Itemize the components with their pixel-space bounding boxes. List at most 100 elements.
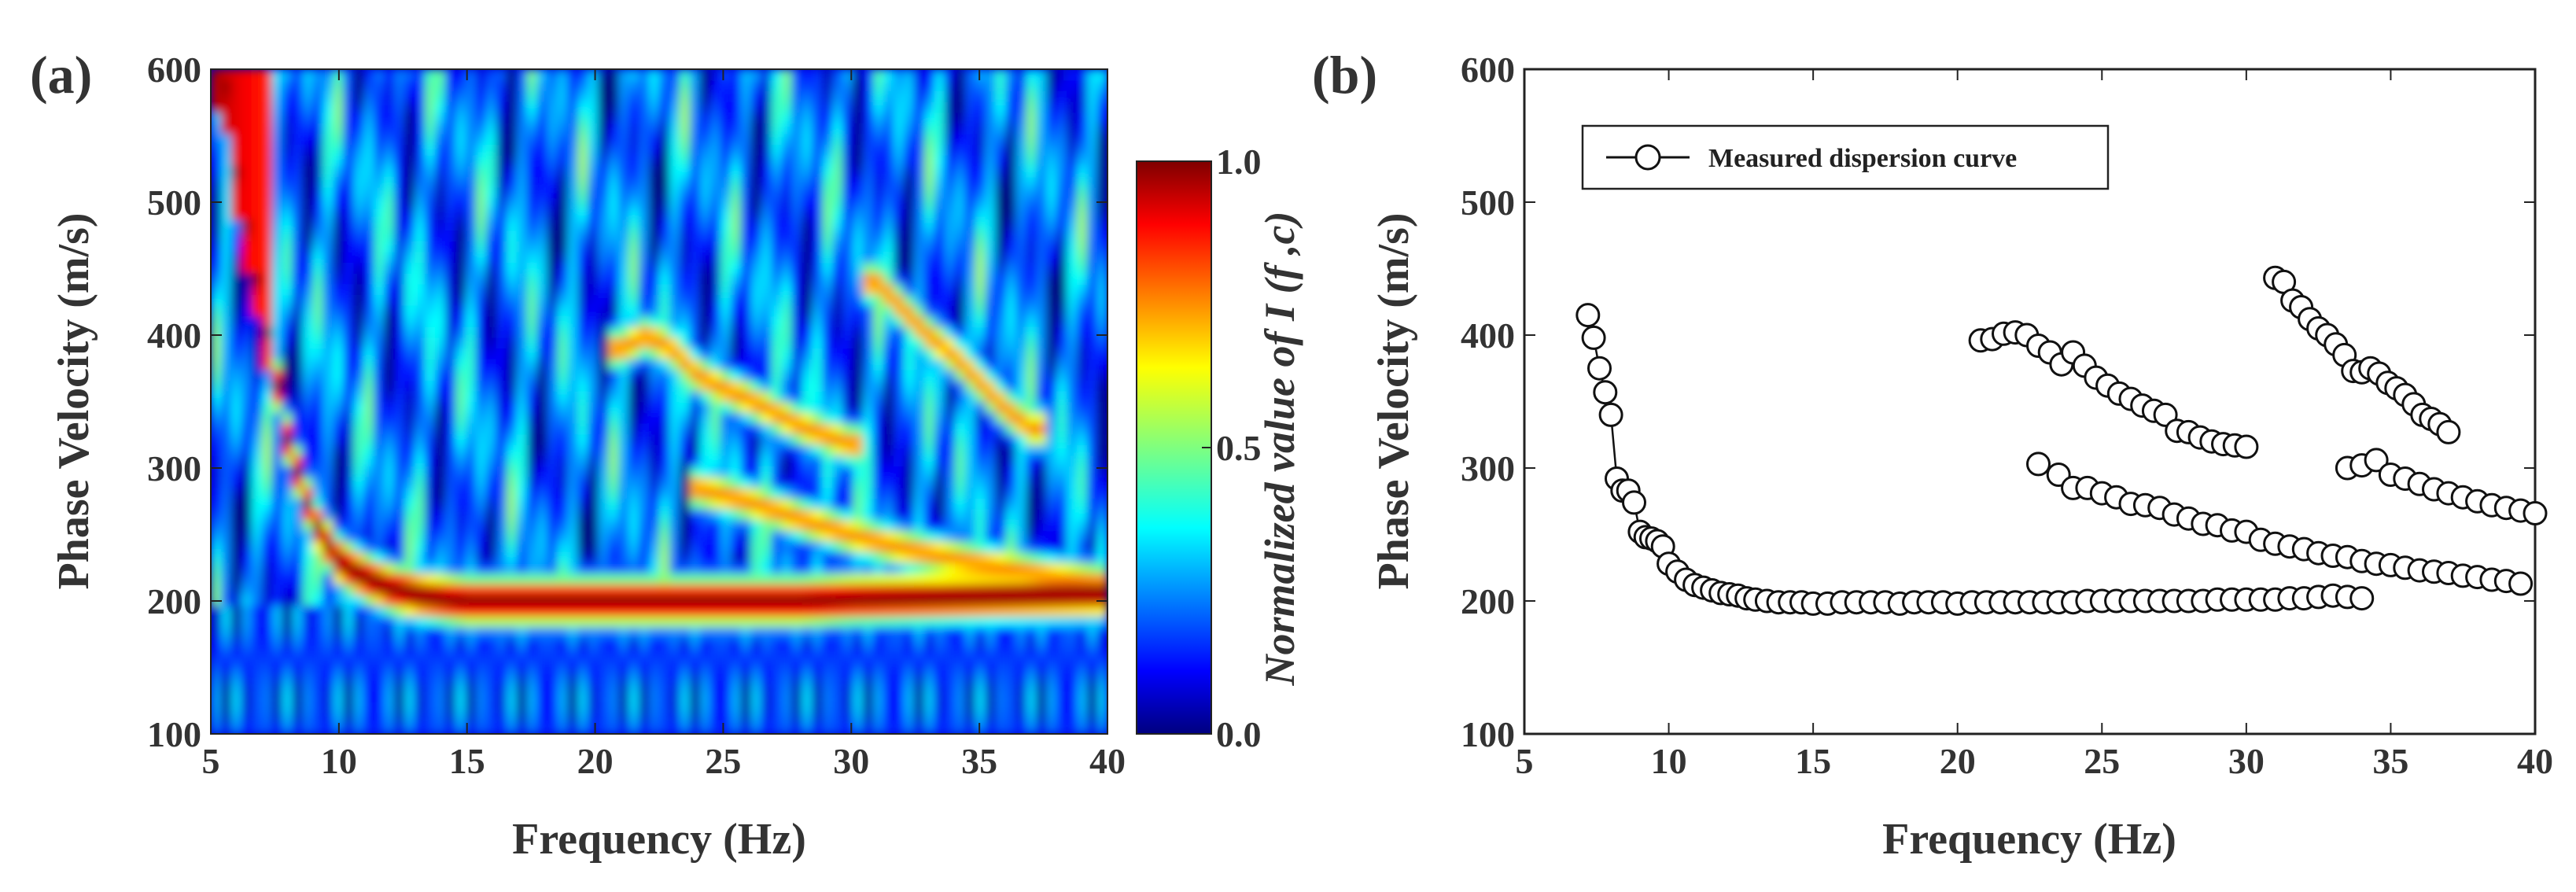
heatmap-cell <box>322 573 334 584</box>
heatmap-cell <box>435 530 446 542</box>
heatmap-cell <box>404 519 415 531</box>
heatmap-cell <box>781 487 793 499</box>
heatmap-cell <box>771 123 783 135</box>
heatmap-cell <box>709 176 721 188</box>
heatmap-cell <box>567 304 579 317</box>
heatmap-cell <box>577 723 589 734</box>
heatmap-cell <box>312 648 324 660</box>
heatmap-cell <box>455 165 466 178</box>
heatmap-cell <box>312 562 324 574</box>
heatmap-cell <box>628 241 639 252</box>
heatmap-cell <box>995 712 1007 724</box>
heatmap-cell <box>598 315 610 327</box>
heatmap-cell <box>750 219 762 231</box>
heatmap-cell <box>873 702 884 713</box>
heatmap-cell <box>618 208 629 220</box>
heatmap-cell <box>934 262 945 274</box>
heatmap-cell <box>230 337 242 349</box>
heatmap-cell <box>802 241 813 252</box>
heatmap-cell <box>261 348 273 359</box>
heatmap-cell <box>853 422 864 435</box>
heatmap-cell <box>241 315 252 327</box>
heatmap-cell <box>761 680 772 692</box>
heatmap-cell <box>822 315 834 327</box>
heatmap-cell <box>271 348 283 359</box>
heatmap-cell <box>985 69 997 81</box>
heatmap-cell <box>923 616 935 628</box>
heatmap-cell <box>516 304 528 317</box>
heatmap-cell <box>1005 691 1017 702</box>
heatmap-cell <box>669 658 680 670</box>
heatmap-cell <box>842 433 853 445</box>
heatmap-cell <box>506 165 518 178</box>
heatmap-cell <box>894 262 905 274</box>
heatmap-cell <box>639 251 650 264</box>
heatmap-cell <box>913 519 925 531</box>
heatmap-cell <box>1015 208 1027 220</box>
heatmap-cell <box>333 616 345 628</box>
heatmap-cell <box>842 369 853 381</box>
heatmap-cell <box>802 123 813 135</box>
heatmap-cell <box>547 101 558 113</box>
heatmap-cell <box>241 230 252 241</box>
heatmap-cell <box>750 133 762 146</box>
heatmap-cell <box>750 79 762 91</box>
heatmap-cell <box>374 455 385 466</box>
heatmap-cell <box>761 380 772 392</box>
heatmap-cell <box>516 155 528 167</box>
heatmap-cell <box>1015 551 1027 563</box>
heatmap-cell <box>384 508 395 521</box>
heatmap-cell <box>1005 348 1017 359</box>
heatmap-cell <box>689 562 701 574</box>
heatmap-cell <box>699 241 711 252</box>
heatmap-cell <box>628 294 639 306</box>
heatmap-cell <box>761 476 772 488</box>
heatmap-cell <box>679 584 691 595</box>
heatmap-cell <box>261 165 273 178</box>
heatmap-cell <box>944 455 956 466</box>
heatmap-cell <box>230 584 242 595</box>
heatmap-cell <box>1005 401 1017 413</box>
heatmap-cell <box>404 455 415 466</box>
heatmap-cell <box>975 433 986 445</box>
heatmap-cell <box>374 605 385 617</box>
heatmap-cell <box>853 658 864 670</box>
heatmap-cell <box>374 433 385 445</box>
heatmap-cell <box>343 315 355 327</box>
heatmap-cell <box>353 380 365 392</box>
heatmap-cell <box>699 562 711 574</box>
heatmap-cell <box>282 294 293 306</box>
heatmap-cell <box>261 123 273 135</box>
heatmap-cell <box>842 197 853 209</box>
heatmap-cell <box>883 412 894 424</box>
heatmap-cell <box>689 616 701 628</box>
heatmap-cell <box>292 390 304 403</box>
heatmap-cell <box>312 584 324 595</box>
heatmap-cell <box>750 648 762 660</box>
heatmap-cell <box>709 123 721 135</box>
heatmap-cell <box>588 605 599 617</box>
heatmap-cell <box>435 519 446 531</box>
heatmap-cell <box>404 584 415 595</box>
heatmap-cell <box>699 369 711 381</box>
heatmap-cell <box>251 304 263 317</box>
heatmap-cell <box>853 283 864 295</box>
heatmap-cell <box>873 273 884 285</box>
heatmap-cell <box>944 79 956 91</box>
heatmap-cell <box>353 369 365 381</box>
heatmap-cell <box>781 262 793 274</box>
heatmap-cell <box>639 315 650 327</box>
heatmap-cell <box>720 637 732 649</box>
heatmap-cell <box>709 101 721 113</box>
heatmap-cell <box>771 165 783 178</box>
heatmap-cell <box>435 262 446 274</box>
heatmap-cell <box>506 455 518 466</box>
heatmap-cell <box>873 380 884 392</box>
heatmap-cell <box>567 605 579 617</box>
heatmap-cell <box>679 273 691 285</box>
heatmap-cell <box>302 422 314 435</box>
heatmap-cell <box>903 380 915 392</box>
heatmap-cell <box>557 626 569 639</box>
heatmap-cell <box>720 508 732 521</box>
heatmap-cell <box>913 508 925 521</box>
